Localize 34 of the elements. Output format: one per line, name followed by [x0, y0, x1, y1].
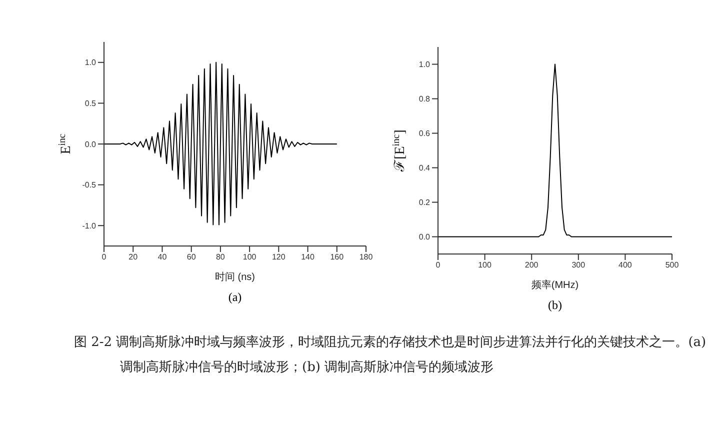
- x-tick-label: 160: [330, 252, 344, 262]
- y-tick-label: 0.8: [418, 94, 431, 104]
- x-axis-title: 频率(MHz): [531, 279, 579, 291]
- x-tick-label: 180: [359, 252, 374, 262]
- caption: 图 2-2 调制高斯脉冲时域与频率波形，时域阻抗元素的存储技术也是时间步进算法并行化的关键技术之一。(a) 调制高斯脉冲信号的时域波形；(b) 调制高斯脉冲信号的频域波形: [74, 334, 708, 377]
- x-tick-label: 0: [436, 260, 441, 270]
- x-tick-label: 40: [158, 252, 168, 262]
- x-tick-label: 140: [301, 252, 315, 262]
- x-tick-label: 500: [665, 260, 680, 270]
- y-tick-label: 1.0: [84, 58, 97, 68]
- x-tick-label: 120: [272, 252, 286, 262]
- x-tick-label: 60: [186, 252, 196, 262]
- x-tick-label: 400: [618, 260, 632, 270]
- text: (a): [227, 290, 243, 305]
- text: (b): [547, 298, 563, 313]
- y-tick-label: 1.0: [418, 60, 431, 70]
- y-tick-label: -1.0: [82, 221, 97, 230]
- x-axis-title: 时间 (ns): [215, 271, 255, 283]
- y-tick-label: 0.2: [418, 198, 431, 208]
- y-tick-label: 0.0: [418, 232, 431, 242]
- line-series: [438, 64, 672, 238]
- y-tick-label: 0.5: [84, 99, 97, 108]
- x-tick-label: 200: [524, 260, 539, 270]
- x-tick-label: 300: [572, 260, 586, 270]
- x-tick-label: 20: [128, 252, 138, 262]
- y-tick-label: -0.5: [82, 180, 97, 190]
- x-tick-label: 100: [242, 252, 257, 262]
- y-tick-label: 0.0: [84, 140, 97, 149]
- x-tick-label: 0: [102, 252, 107, 262]
- x-tick-label: 100: [478, 260, 492, 270]
- y-tick-label: 0.6: [418, 129, 431, 138]
- x-tick-label: 80: [216, 252, 226, 262]
- y-tick-label: 0.4: [418, 164, 431, 173]
- line-series: [104, 62, 338, 226]
